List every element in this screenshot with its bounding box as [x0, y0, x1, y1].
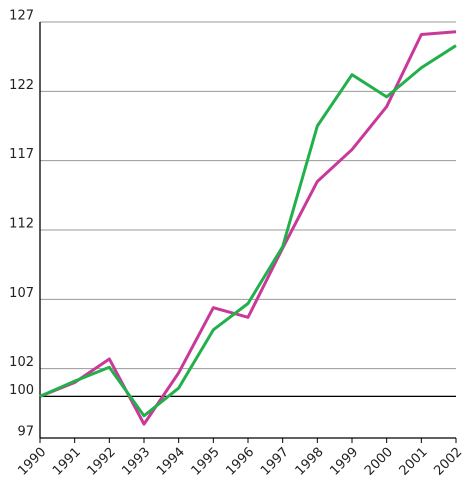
y-tick-label: 102	[9, 355, 34, 370]
x-tick-label: 1998	[293, 445, 327, 479]
y-tick-label: 127	[9, 9, 34, 24]
x-tick-label: 1994	[154, 445, 188, 479]
x-tick-label: 1999	[327, 445, 361, 479]
y-tick-label: 97	[17, 425, 34, 440]
x-tick-label: 1997	[258, 445, 292, 479]
x-tick-label: 1995	[189, 445, 223, 479]
series-line	[39, 30, 457, 426]
x-tick-label: 2001	[397, 445, 431, 479]
y-tick-label: 100	[9, 383, 34, 398]
x-tick-label: 1993	[119, 445, 153, 479]
y-tick-label: 112	[9, 217, 34, 232]
x-tick-label: 2000	[362, 445, 396, 479]
series-line	[39, 44, 457, 418]
x-tick-label: 2002	[431, 445, 465, 479]
x-tick-label: 1990	[15, 445, 49, 479]
y-tick-label: 122	[9, 78, 34, 93]
x-tick-label: 1991	[50, 445, 84, 479]
x-tick-label: 1996	[223, 445, 257, 479]
y-tick-label: 107	[9, 286, 34, 301]
x-tick-label: 1992	[85, 445, 119, 479]
y-tick-label: 117	[9, 147, 34, 162]
